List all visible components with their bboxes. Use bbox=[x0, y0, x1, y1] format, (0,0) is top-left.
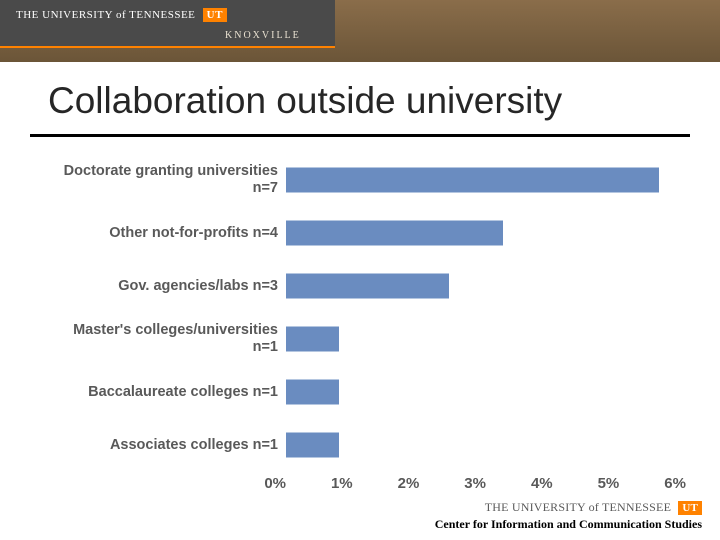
x-tick-label: 4% bbox=[531, 475, 553, 492]
ut-logo-icon: UT bbox=[203, 8, 227, 22]
bar-row: Baccalaureate colleges n=1 bbox=[18, 371, 702, 413]
x-axis: 0%1%2%3%4%5%6% bbox=[286, 475, 686, 492]
header-campus: KNOXVILLE bbox=[225, 30, 301, 41]
bar-track bbox=[286, 318, 686, 360]
bar-label: Master's colleges/universitiesn=1 bbox=[18, 322, 286, 355]
title-block: Collaboration outside university bbox=[0, 62, 720, 128]
footer-university-line: THE UNIVERSITY of TENNESSEE UT bbox=[435, 500, 702, 515]
x-tick-label: 2% bbox=[398, 475, 420, 492]
header-univ-text: THE UNIVERSITY of TENNESSEE bbox=[16, 9, 195, 21]
ut-logo-icon: UT bbox=[678, 501, 702, 515]
bar-fill bbox=[286, 433, 339, 458]
footer-center-name: Center for Information and Communication… bbox=[435, 517, 702, 532]
bar-row: Gov. agencies/labs n=3 bbox=[18, 265, 702, 307]
x-tick-label: 5% bbox=[598, 475, 620, 492]
bar-label: Associates colleges n=1 bbox=[18, 437, 286, 454]
page-title: Collaboration outside university bbox=[48, 80, 690, 122]
bar-track bbox=[286, 159, 686, 201]
bar-row: Doctorate granting universitiesn=7 bbox=[18, 159, 702, 201]
x-tick-label: 1% bbox=[331, 475, 353, 492]
bar-row: Master's colleges/universitiesn=1 bbox=[18, 318, 702, 360]
bar-track bbox=[286, 424, 686, 466]
bar-track bbox=[286, 265, 686, 307]
x-tick-label: 0% bbox=[264, 475, 286, 492]
bar-track bbox=[286, 371, 686, 413]
bar-row: Associates colleges n=1 bbox=[18, 424, 702, 466]
title-rule bbox=[30, 134, 690, 137]
header-banner: THE UNIVERSITY of TENNESSEE UT KNOXVILLE bbox=[0, 0, 720, 62]
footer: THE UNIVERSITY of TENNESSEE UT Center fo… bbox=[435, 500, 702, 532]
x-tick-label: 6% bbox=[664, 475, 686, 492]
bar-fill bbox=[286, 380, 339, 405]
bar-fill bbox=[286, 221, 503, 246]
bar-fill bbox=[286, 327, 339, 352]
bar-fill bbox=[286, 274, 449, 299]
bar-row: Other not-for-profits n=4 bbox=[18, 212, 702, 254]
bar-label: Gov. agencies/labs n=3 bbox=[18, 278, 286, 295]
bar-fill bbox=[286, 168, 659, 193]
bar-label: Other not-for-profits n=4 bbox=[18, 225, 286, 242]
bar-track bbox=[286, 212, 686, 254]
bar-label: Baccalaureate colleges n=1 bbox=[18, 384, 286, 401]
header-university-name: THE UNIVERSITY of TENNESSEE UT bbox=[16, 8, 227, 22]
chart: Doctorate granting universitiesn=7 Other … bbox=[18, 159, 702, 489]
x-tick-label: 3% bbox=[464, 475, 486, 492]
footer-univ-text: THE UNIVERSITY of TENNESSEE bbox=[485, 500, 671, 514]
bar-label: Doctorate granting universitiesn=7 bbox=[18, 163, 286, 196]
